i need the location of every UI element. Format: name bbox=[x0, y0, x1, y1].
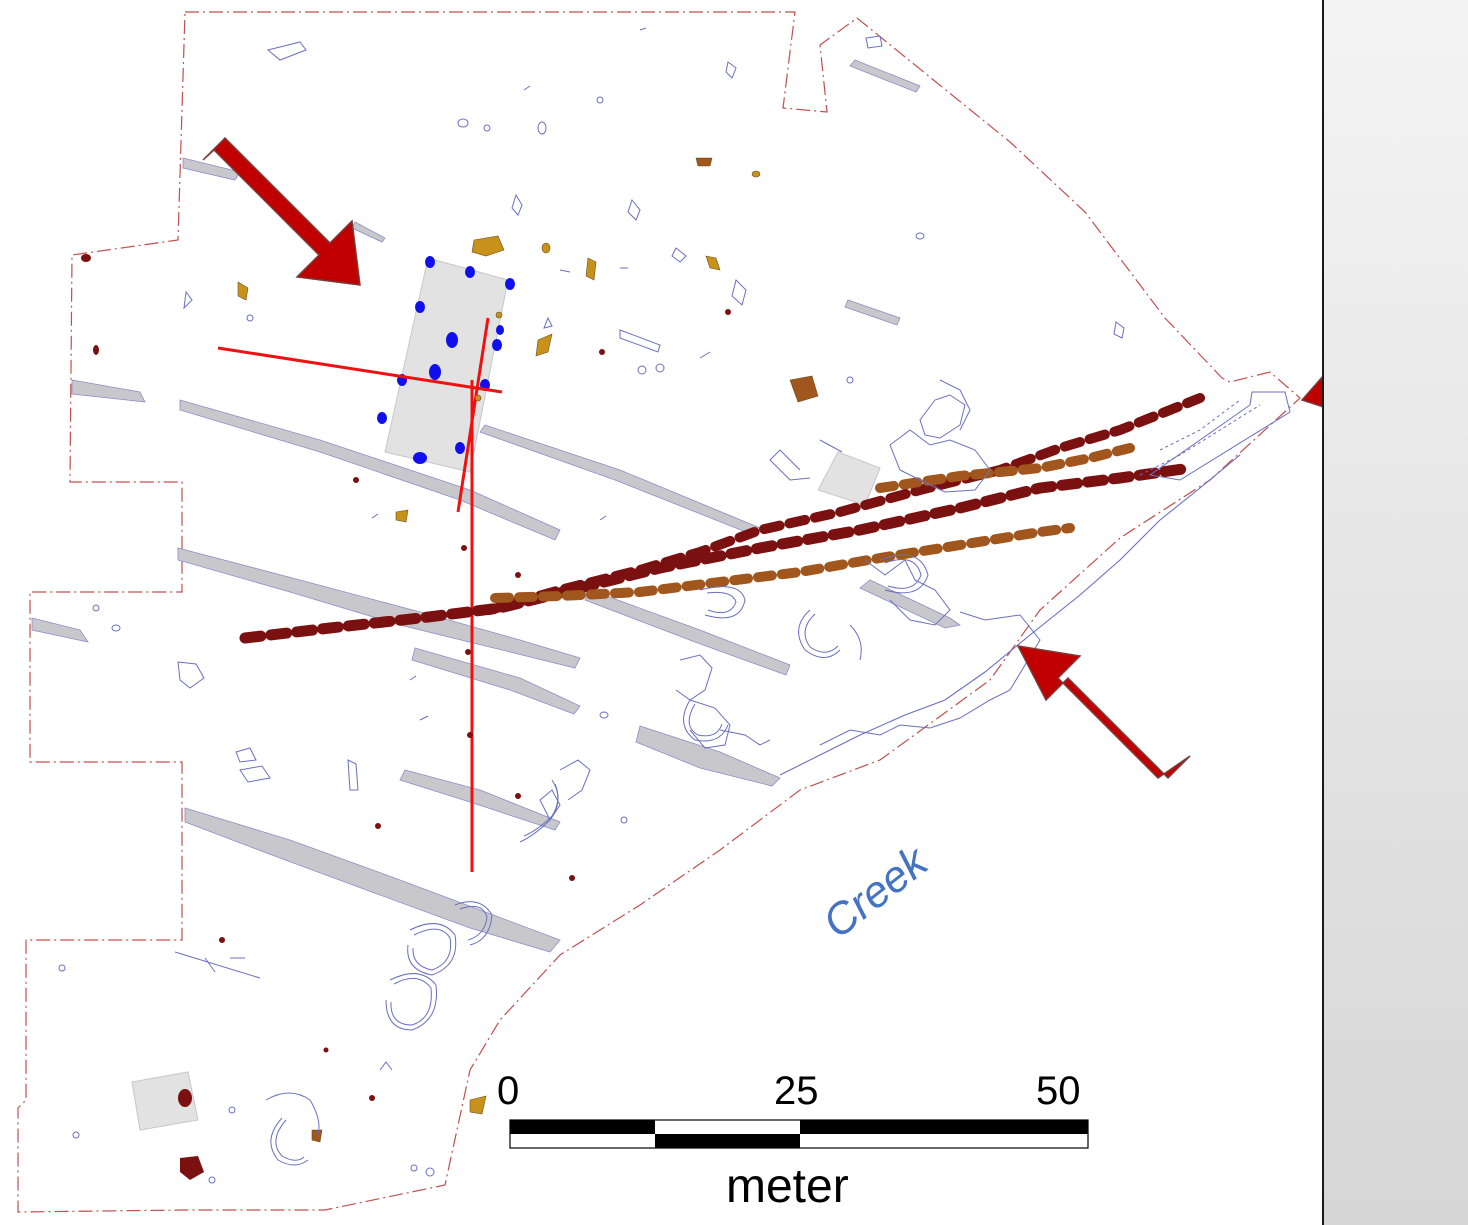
linear-ditches bbox=[31, 59, 961, 953]
longhouse-footprint bbox=[384, 257, 509, 473]
outlined-features bbox=[58, 35, 1291, 1184]
small-structure-south bbox=[131, 1071, 199, 1131]
creek-bank-feature bbox=[819, 611, 1041, 746]
scale-tick-0: 0 bbox=[497, 1069, 519, 1113]
arrow-icon-southeast bbox=[1016, 645, 1191, 780]
arrow-icon-northwest bbox=[202, 136, 361, 286]
palisade-brown bbox=[490, 443, 1135, 603]
scale-bar: 0 25 50 meter bbox=[497, 1069, 1089, 1213]
creek-edge bbox=[779, 454, 1241, 776]
side-panel bbox=[1322, 0, 1468, 1225]
pits-ochre bbox=[237, 157, 819, 1143]
excavation-boundary bbox=[17, 11, 1301, 1213]
palisade-dark-north bbox=[485, 393, 1205, 615]
small-structure-east bbox=[817, 451, 881, 506]
scale-tick-25: 25 bbox=[774, 1069, 819, 1113]
scale-tick-50: 50 bbox=[1036, 1069, 1081, 1113]
palisade-dark-south bbox=[239, 462, 1196, 644]
section-lines bbox=[217, 317, 503, 872]
feature-symbols bbox=[174, 27, 711, 1071]
creek-label: Creek bbox=[814, 836, 938, 948]
excavation-plan-map: Creek 0 25 50 meter bbox=[17, 11, 1322, 1213]
ring-ditches bbox=[265, 554, 929, 1166]
arrow-icon-east bbox=[1300, 376, 1322, 408]
scale-unit-label: meter bbox=[726, 1160, 849, 1213]
pits-dark-red bbox=[81, 254, 731, 1180]
map-canvas: Creek 0 25 50 meter bbox=[17, 11, 1322, 1213]
